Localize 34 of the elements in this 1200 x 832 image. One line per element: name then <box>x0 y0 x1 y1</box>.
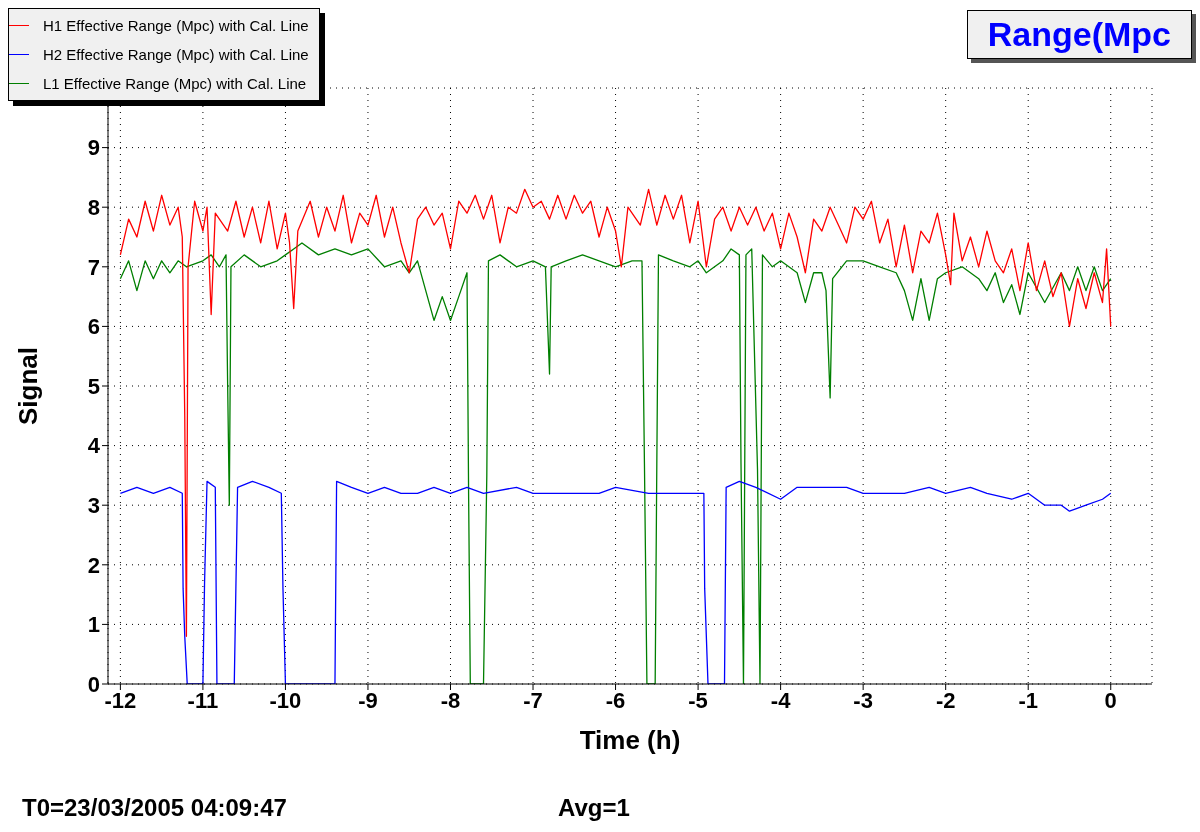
x-axis-title: Time (h) <box>579 725 681 755</box>
y-axis-title: Signal <box>13 346 44 426</box>
x-tick-label: -9 <box>358 687 378 713</box>
legend-label: H2 Effective Range (Mpc) with Cal. Line <box>43 46 309 63</box>
y-tick-label: 0 <box>87 671 100 697</box>
x-tick-label: -10 <box>269 687 302 713</box>
x-tick-label: -5 <box>688 687 708 713</box>
y-tick-label: 7 <box>87 254 100 280</box>
x-tick-label: 0 <box>1104 687 1117 713</box>
y-tick-label: 1 <box>87 612 100 638</box>
legend-label: H1 Effective Range (Mpc) with Cal. Line <box>43 17 309 34</box>
x-tick-label: -2 <box>935 687 956 713</box>
line-series <box>119 242 1112 684</box>
y-tick-label: 8 <box>87 195 100 221</box>
x-tick-label: -1 <box>1018 687 1038 713</box>
y-tick-label: 5 <box>87 373 100 399</box>
text: Avg=1 <box>558 794 630 822</box>
y-tick-label: 4 <box>87 433 101 459</box>
x-tick-label: -8 <box>440 687 461 713</box>
chart-title: Range(Mpc <box>966 10 1192 59</box>
y-tick-label: 6 <box>87 314 100 340</box>
x-tick-label: -3 <box>853 687 873 713</box>
line-series <box>119 188 1112 637</box>
x-tick-label: -11 <box>187 687 219 713</box>
y-tick-label: 9 <box>87 135 100 161</box>
x-tick-label: -7 <box>523 687 543 713</box>
text: T0=23/03/2005 04:09:47 <box>22 794 287 822</box>
y-tick-label: 2 <box>87 552 100 578</box>
line-series <box>119 480 1112 684</box>
y-tick-label: 3 <box>87 493 100 519</box>
legend-label: L1 Effective Range (Mpc) with Cal. Line <box>43 75 307 92</box>
x-tick-label: -4 <box>770 687 792 713</box>
x-tick-label: -12 <box>104 687 137 713</box>
x-tick-label: -6 <box>605 687 626 713</box>
